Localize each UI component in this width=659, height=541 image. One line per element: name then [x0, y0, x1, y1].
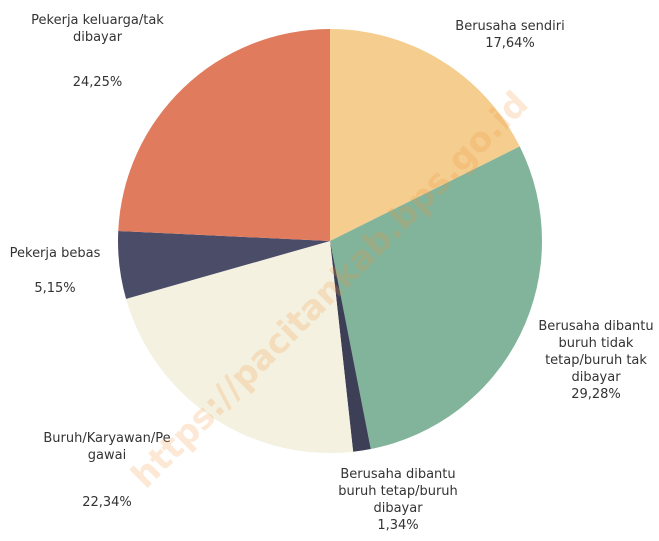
category-label: Buruh/Karyawan/Pegawai [43, 431, 171, 463]
category-label: Berusaha dibantu buruh tetap/buruh dibay… [338, 467, 458, 516]
category-label: Berusaha sendiri [455, 19, 565, 34]
pie-slice [330, 29, 520, 241]
pie-slice [117, 231, 330, 299]
value-label: 24,25% [72, 75, 123, 90]
slice-label: Pekerja bebas 5,15% [0, 245, 110, 297]
slice-label: Buruh/Karyawan/Pegawai 22,34% [42, 430, 172, 511]
pie-slice [118, 29, 330, 241]
value-label: 5,15% [34, 281, 76, 296]
pie-slice [330, 241, 371, 452]
value-label: 17,64% [485, 36, 535, 51]
pie-slice [330, 146, 542, 450]
category-label: Pekerja keluarga/tak dibayar [31, 13, 164, 45]
slice-label: Pekerja keluarga/tak dibayar 24,25% [20, 12, 175, 91]
value-label: 22,34% [82, 495, 132, 510]
slice-label: Berusaha sendiri 17,64% [440, 18, 580, 52]
value-label: 29,28% [571, 387, 621, 402]
category-label: Pekerja bebas [9, 246, 101, 261]
slice-label: Berusaha dibantu buruh tetap/buruh dibay… [326, 466, 470, 534]
category-label: Berusaha dibantu buruh tidak tetap/buruh… [538, 319, 654, 385]
pie-slice [126, 241, 354, 453]
slice-label: Berusaha dibantu buruh tidak tetap/buruh… [534, 318, 658, 403]
value-label: 1,34% [377, 518, 419, 533]
